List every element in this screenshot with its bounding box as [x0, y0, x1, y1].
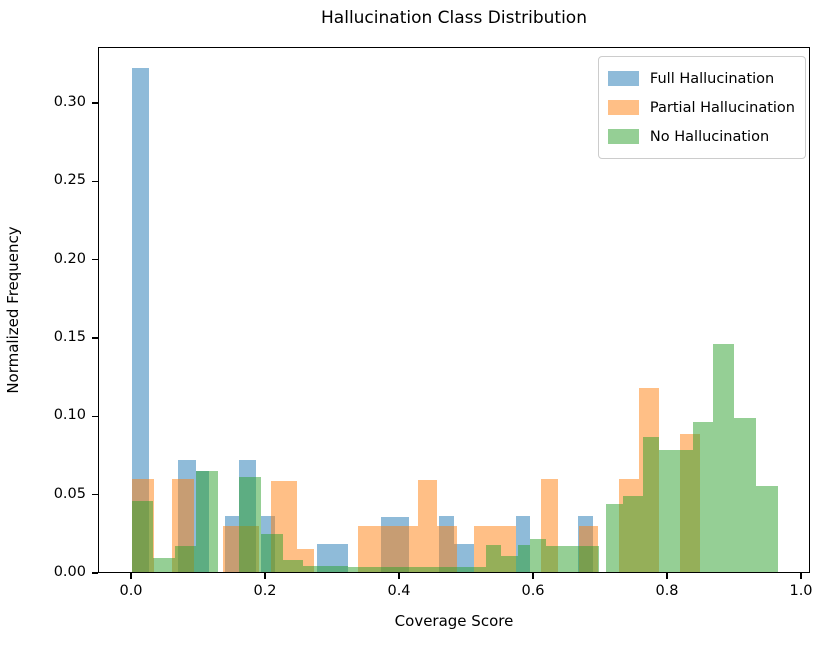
x-tick-label: 0.2 — [253, 583, 277, 599]
histogram-bar — [347, 567, 486, 572]
histogram-bar — [530, 539, 546, 572]
legend-swatch-orange — [607, 100, 639, 115]
y-tick-mark — [92, 572, 98, 574]
histogram-bar — [622, 495, 643, 572]
histogram-bar — [734, 418, 756, 572]
y-tick-label: 0.15 — [53, 329, 86, 345]
x-tick-mark — [398, 573, 400, 579]
histogram-bar — [659, 449, 693, 572]
y-tick-mark — [92, 102, 98, 104]
histogram-bar — [196, 470, 218, 572]
histogram-bar — [756, 485, 778, 572]
x-tick-label: 0.0 — [119, 583, 143, 599]
x-tick-label: 1.0 — [789, 583, 813, 599]
legend-swatch-blue — [607, 71, 639, 86]
histogram-bar — [302, 565, 348, 572]
legend-swatch-green — [607, 129, 639, 144]
histogram-bar — [239, 477, 261, 572]
x-axis-label: Coverage Score — [394, 612, 514, 630]
y-axis-label: Normalized Frequency — [4, 226, 22, 394]
legend-item-partial-hallucination: Partial Hallucination — [607, 93, 795, 122]
y-tick-mark — [92, 180, 98, 183]
y-tick-label: 0.30 — [53, 93, 86, 110]
legend-label: No Hallucination — [649, 128, 770, 145]
x-tick-mark — [666, 573, 668, 579]
histogram-bar — [642, 437, 660, 572]
legend-item-no-hallucination: No Hallucination — [607, 122, 795, 151]
y-tick-label: 0.20 — [53, 250, 86, 267]
legend-item-full-hallucination: Full Hallucination — [607, 64, 795, 93]
x-tick-mark — [532, 573, 534, 579]
histogram-bar — [132, 68, 150, 572]
histogram-bar — [518, 545, 531, 572]
histogram-bar — [175, 545, 196, 572]
histogram-bar — [418, 480, 437, 572]
x-tick-label: 0.6 — [521, 583, 545, 599]
y-tick-mark — [92, 337, 98, 339]
legend-label: Full Hallucination — [649, 70, 775, 87]
histogram-bar — [261, 534, 283, 572]
x-tick-mark — [130, 573, 132, 579]
histogram-bar — [546, 545, 600, 572]
y-tick-mark — [92, 493, 98, 496]
x-tick-label: 0.8 — [655, 583, 679, 599]
histogram-bars — [99, 48, 809, 572]
legend-label: Partial Hallucination — [649, 99, 795, 116]
histogram-bar — [282, 559, 303, 572]
x-tick-mark — [800, 573, 802, 579]
histogram-bar — [712, 344, 735, 572]
y-tick-label: 0.00 — [53, 564, 86, 580]
histogram-bar — [437, 525, 457, 572]
histogram-bar — [692, 421, 713, 572]
y-tick-label: 0.25 — [53, 172, 86, 189]
legend: Full Hallucination Partial Hallucination… — [597, 56, 806, 159]
chart-title: Hallucination Class Distribution — [321, 8, 587, 28]
histogram-bar — [454, 544, 475, 572]
histogram-bar — [606, 504, 623, 572]
y-tick-label: 0.05 — [53, 485, 86, 502]
x-tick-label: 0.4 — [387, 583, 411, 599]
histogram-bar — [132, 500, 154, 572]
y-tick-label: 0.10 — [53, 407, 86, 424]
y-tick-mark — [92, 258, 98, 261]
histogram-bar — [153, 558, 176, 572]
y-tick-mark — [92, 415, 98, 418]
histogram-bar — [485, 545, 501, 572]
x-tick-mark — [264, 573, 266, 579]
histogram-bar — [500, 555, 519, 572]
histogram-bar — [357, 525, 419, 572]
